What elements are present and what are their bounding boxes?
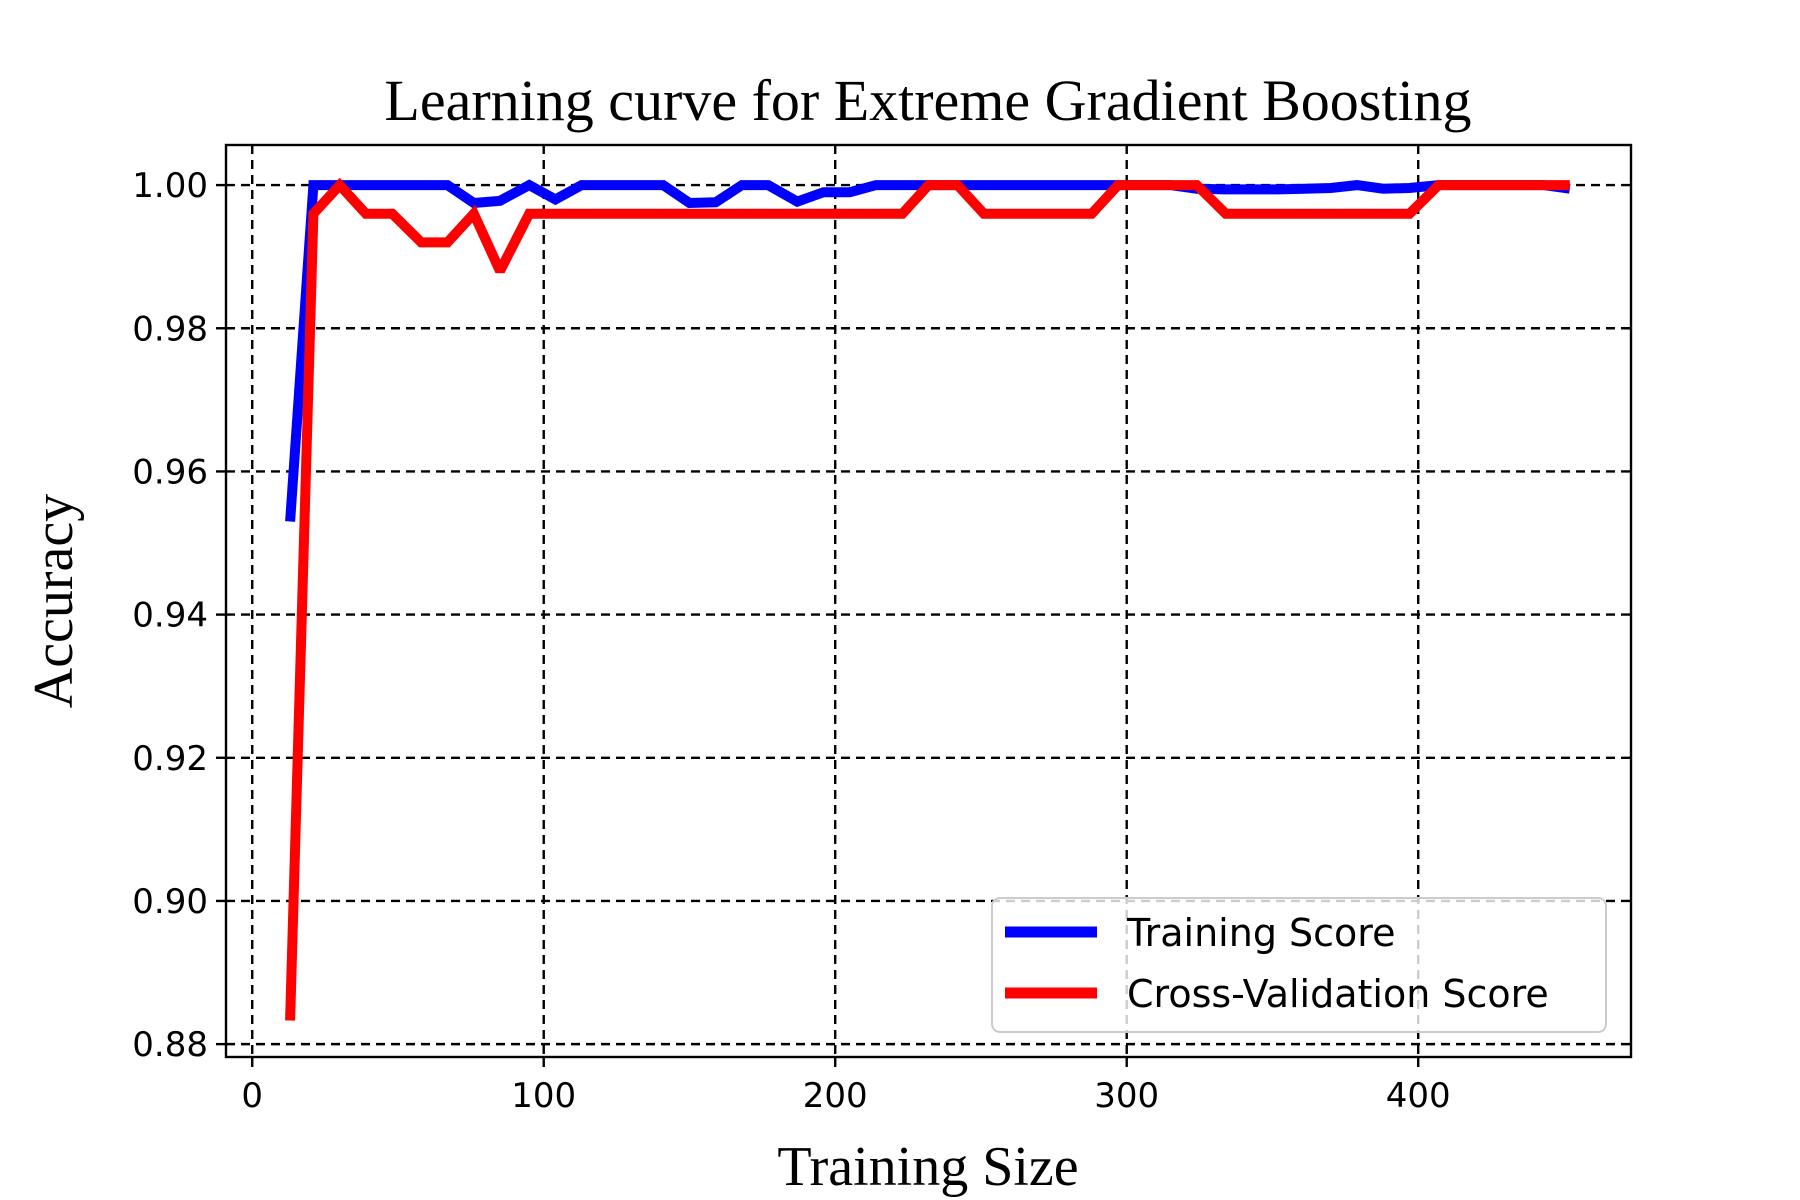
x-axis-ticks: 0 100 200 300 400 [241, 1057, 1451, 1116]
x-tick-label: 200 [803, 1076, 868, 1116]
x-tick-label: 300 [1094, 1076, 1159, 1116]
y-tick-label: 0.88 [132, 1025, 208, 1065]
x-tick-label: 100 [511, 1076, 576, 1116]
x-tick-label: 0 [241, 1076, 263, 1116]
y-tick-label: 0.94 [132, 596, 208, 636]
y-tick-label: 1.00 [132, 166, 208, 206]
chart-title: Learning curve for Extreme Gradient Boos… [384, 68, 1471, 133]
legend: Training Score Cross-Validation Score [991, 897, 1607, 1033]
y-axis-label: Accuracy [23, 494, 85, 709]
y-axis-ticks: 0.88 0.90 0.92 0.94 0.96 0.98 1.00 [132, 166, 226, 1065]
y-tick-label: 0.90 [132, 882, 208, 922]
plot-frame [224, 143, 1633, 1059]
x-axis-label: Training Size [777, 1136, 1078, 1198]
legend-label-cross-validation-score: Cross-Validation Score [1127, 972, 1549, 1016]
y-tick-label: 0.98 [132, 309, 208, 349]
series-layer [285, 177, 1571, 1021]
y-tick-label: 0.96 [132, 452, 208, 492]
series-line-cross-validation-score [285, 177, 1570, 1021]
legend-frame [991, 897, 1607, 1033]
y-tick-label: 0.92 [132, 739, 208, 779]
legend-label-training-score: Training Score [1126, 911, 1395, 955]
x-tick-label: 400 [1386, 1076, 1451, 1116]
